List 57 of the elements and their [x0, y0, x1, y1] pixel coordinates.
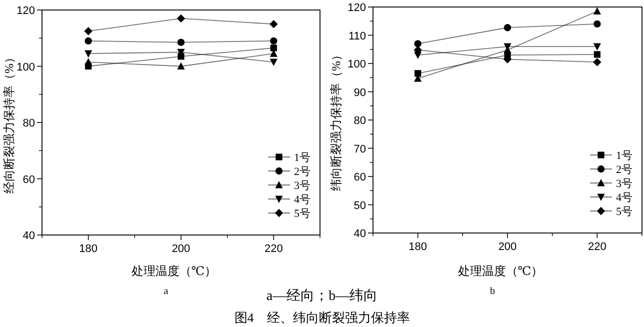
point [176, 14, 186, 23]
caption: 图4 经、纬向断裂强力保持率 [234, 310, 410, 325]
y-tick-label: 80 [22, 118, 35, 130]
x-tick-label: 200 [498, 241, 517, 253]
y-tick-label: 80 [354, 115, 366, 127]
point [593, 7, 601, 15]
x-tick-label: 200 [172, 243, 190, 255]
point [84, 26, 92, 36]
legend-label: 4号 [616, 192, 632, 204]
legend-label: 5号 [294, 208, 310, 220]
y-tick-label: 70 [354, 143, 366, 156]
text: a [164, 286, 169, 297]
x-tick-label: 180 [408, 241, 428, 253]
point [593, 43, 601, 51]
point [270, 37, 278, 45]
point [270, 58, 278, 66]
y-tick-label: 40 [354, 228, 366, 240]
legend-label: 2号 [294, 166, 310, 178]
legend-label: 2号 [616, 164, 632, 176]
x-tick-label: 180 [79, 243, 98, 255]
y-tick-label: 120 [348, 2, 366, 14]
y-tick-label: 40 [22, 230, 35, 242]
point [270, 44, 277, 52]
legend-label: 4号 [294, 194, 310, 206]
point [414, 70, 422, 77]
legend-label: 5号 [616, 206, 632, 218]
text: b [490, 286, 495, 297]
y-tick-label: 50 [354, 200, 366, 212]
point [594, 20, 601, 28]
point [84, 37, 92, 45]
point [177, 38, 185, 46]
y-tick-label: 90 [354, 86, 366, 99]
y-tick-label: 120 [16, 5, 35, 17]
y-tick-label: 100 [348, 58, 366, 70]
text: a—经向；b—纬向 [266, 288, 378, 304]
point [84, 50, 92, 58]
y-tick-label: 110 [348, 30, 366, 42]
legend-label: 3号 [616, 178, 632, 190]
point [593, 58, 602, 66]
x-axis-title: 处理温度（℃） [131, 264, 217, 278]
legend-label: 1号 [294, 152, 310, 164]
legend-label: 3号 [294, 180, 310, 192]
point [84, 58, 92, 66]
point [177, 62, 185, 70]
y-tick-label: 60 [22, 174, 35, 186]
x-axis-title: 处理温度（℃） [458, 264, 544, 278]
x-tick-label: 220 [264, 243, 283, 255]
point [414, 40, 422, 48]
point [504, 24, 512, 32]
y-tick-label: 60 [354, 172, 366, 184]
legend-label: 1号 [616, 150, 632, 162]
y-tick-label: 100 [16, 61, 35, 74]
point [594, 51, 600, 58]
y-axis-title: 纬向断裂强力保持率（%） [329, 49, 343, 191]
point [270, 20, 278, 28]
y-axis-title: 经向断裂强力保持率（%） [2, 52, 16, 194]
x-tick-label: 220 [588, 241, 606, 253]
